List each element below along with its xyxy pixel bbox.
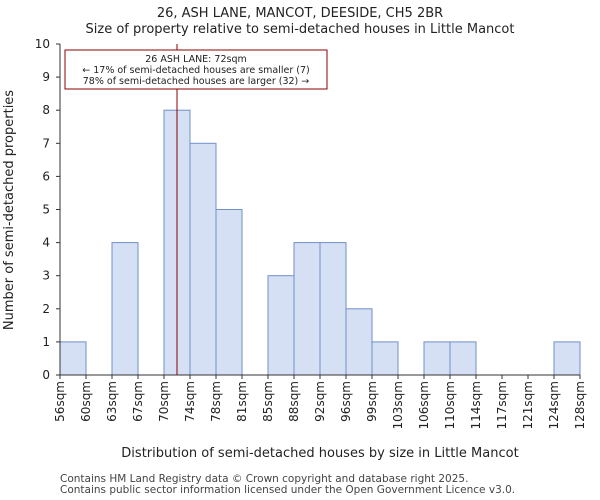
y-tick-labels: 0 1 2 3 4 5 6 7 8 9 10 [35,37,60,382]
bar-85sqm [267,275,295,376]
x-tick-label: 63sqm [105,381,119,422]
annotation-line-1: 26 ASH LANE: 72sqm [145,54,246,65]
x-tick-label: 92sqm [313,381,327,422]
x-tick-label: 88sqm [287,381,301,422]
y-tick-label: 9 [42,70,50,84]
y-tick-label: 2 [42,302,50,316]
footer-line-1: Contains HM Land Registry data © Crown c… [60,473,469,485]
x-tick-label: 78sqm [209,381,223,422]
x-tick-label: 81sqm [235,381,249,422]
bar-106sqm [423,341,451,376]
bar-56sqm [59,341,87,376]
x-tick-label: 67sqm [131,381,145,422]
x-tick-label: 121sqm [521,381,535,429]
x-tick-label: 85sqm [261,381,275,422]
bar-124sqm [553,341,581,376]
chart-subtitle: Size of property relative to semi-detach… [86,22,515,37]
y-tick-label: 3 [42,269,50,283]
y-tick-label: 1 [42,335,50,349]
chart-title: 26, ASH LANE, MANCOT, DEESIDE, CH5 2BR [157,6,443,21]
bar-96sqm [345,308,373,376]
annotation-line-2: ← 17% of semi-detached houses are smalle… [82,65,310,76]
y-tick-label: 5 [42,203,50,217]
x-tick-label: 56sqm [53,381,67,422]
x-tick-label: 99sqm [365,381,379,422]
x-tick-label: 106sqm [417,381,431,429]
bar-110sqm [449,341,477,376]
y-tick-label: 6 [42,169,50,183]
x-axis-label: Distribution of semi-detached houses by … [121,446,518,461]
y-tick-label: 8 [42,103,50,117]
x-tick-label: 96sqm [339,381,353,422]
bar-78sqm [215,209,243,376]
x-tick-label: 103sqm [391,381,405,429]
footer-line-2: Contains public sector information licen… [60,484,516,496]
x-tick-label: 114sqm [469,381,483,429]
x-tick-label: 117sqm [495,381,509,429]
bar-74sqm [189,142,217,376]
y-axis-label: Number of semi-detached properties [2,90,17,330]
bar-88sqm [293,242,321,376]
bar-63sqm [111,242,139,376]
x-tick-label: 110sqm [443,381,457,429]
x-tick-label: 74sqm [183,381,197,422]
bar-92sqm [319,242,347,376]
x-tick-labels: 56sqm 60sqm 63sqm 67sqm 70sqm 74sqm 78sqm 81sqm… [53,375,587,429]
x-tick-label: 60sqm [79,381,93,422]
annotation-box [64,49,328,90]
x-tick-label: 124sqm [547,381,561,429]
x-tick-label: 128sqm [573,381,587,429]
annotation-line-3: 78% of semi-detached houses are larger (… [83,76,310,87]
y-tick-label: 0 [42,368,50,382]
y-tick-label: 7 [42,136,50,150]
bar-99sqm [371,341,399,376]
y-tick-label: 10 [35,37,50,51]
x-tick-label: 70sqm [157,381,171,422]
y-tick-label: 4 [42,236,50,250]
